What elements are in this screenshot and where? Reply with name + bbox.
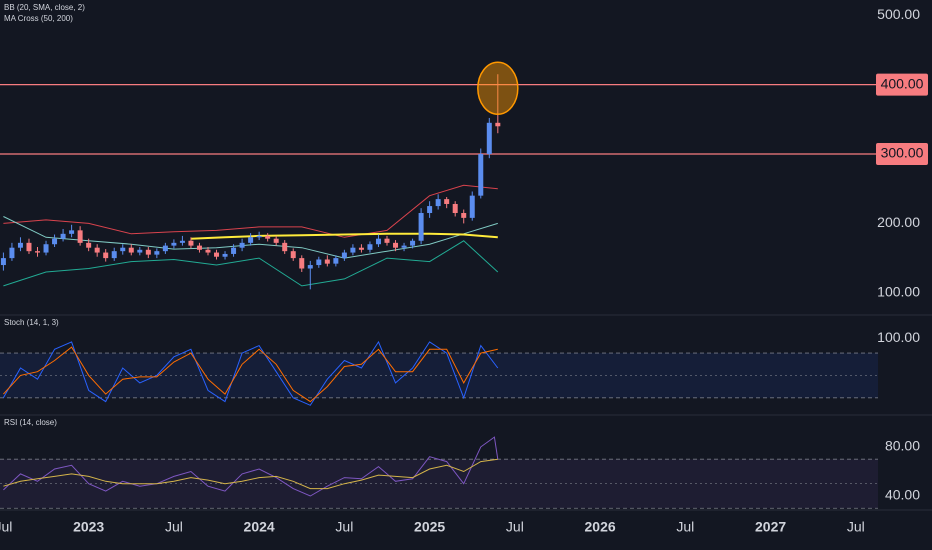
candle-body [495, 122, 501, 127]
series-line [3, 458, 498, 490]
candle-body [461, 213, 467, 218]
candle-body [196, 245, 202, 250]
y-tick-label: 40.00 [885, 487, 920, 503]
candle-body [17, 242, 23, 248]
candle-body [239, 242, 245, 248]
candle-body [427, 206, 433, 214]
candle-body [384, 238, 390, 243]
series-line [190, 232, 498, 240]
candle-body [307, 265, 313, 269]
level-label: 400.00 [881, 75, 924, 91]
level-tag [876, 143, 928, 166]
candle-body [478, 154, 484, 196]
y-tick-label: 100.00 [877, 284, 920, 300]
candle-body [214, 252, 220, 257]
highlight-circle [477, 61, 519, 115]
y-tick-label: 200.00 [877, 214, 920, 230]
candle-body [324, 259, 330, 264]
level-tag [876, 73, 928, 96]
candle-body [222, 253, 228, 257]
x-tick-label: Jul [676, 519, 694, 535]
candle-body [111, 251, 117, 259]
candle-body [333, 258, 339, 264]
candle-body [171, 242, 177, 246]
candle-body [43, 244, 49, 253]
candle-body [86, 242, 92, 248]
x-tick-label: 2024 [244, 519, 275, 535]
candle-body [469, 195, 475, 218]
series-line [3, 436, 499, 497]
candle-body [435, 199, 441, 207]
pane-label: RSI (14, close) [4, 418, 57, 427]
candle-body [367, 244, 373, 250]
candle-body [9, 247, 15, 259]
candle-body [358, 247, 364, 250]
x-tick-label: Jul [0, 519, 12, 535]
candle-body [273, 238, 279, 243]
candle-body [418, 213, 424, 241]
candle-body [248, 237, 254, 243]
pane-label: MA Cross (50, 200) [4, 14, 73, 23]
candle-body [444, 199, 450, 204]
candle-body [341, 252, 347, 259]
x-tick-label: 2027 [755, 519, 786, 535]
candle-body [316, 259, 322, 266]
candle-body [60, 233, 66, 239]
x-tick-label: Jul [335, 519, 353, 535]
candle-body [290, 251, 296, 259]
candle-body [350, 247, 356, 253]
x-tick-label: 2023 [73, 519, 104, 535]
candle-body [375, 238, 381, 245]
series-line [3, 346, 498, 403]
series-line [2, 340, 499, 406]
candle-body [265, 235, 271, 239]
x-tick-label: Jul [847, 519, 865, 535]
candle-body [410, 240, 416, 246]
level-label: 300.00 [881, 145, 924, 161]
candle-body [393, 242, 399, 248]
pane-label: BB (20, SMA, close, 2) [4, 3, 85, 12]
candle-body [137, 249, 143, 253]
candle-body [0, 258, 6, 266]
candle-body [282, 242, 288, 252]
x-tick-label: Jul [165, 519, 183, 535]
candle-body [128, 247, 134, 253]
x-tick-label: 2026 [585, 519, 616, 535]
candle-body [145, 249, 151, 255]
x-tick-label: Jul [506, 519, 524, 535]
x-tick-label: 2025 [414, 519, 445, 535]
candle-body [299, 258, 305, 269]
candle-body [35, 251, 41, 253]
y-tick-label: 80.00 [885, 438, 920, 454]
candle-body [452, 203, 458, 214]
candle-body [69, 230, 75, 234]
candle-body [188, 240, 194, 246]
candle-body [77, 230, 83, 243]
candle-body [94, 247, 100, 253]
candle-body [154, 251, 160, 255]
y-tick-label: 500.00 [877, 6, 920, 22]
candle-body [486, 122, 492, 155]
candle-body [26, 242, 32, 252]
candle-body [120, 247, 126, 252]
series-line [3, 184, 498, 238]
candle-body [52, 238, 58, 245]
candle-body [401, 245, 407, 248]
candle-body [231, 247, 237, 254]
candle-body [205, 249, 211, 253]
pane-label: Stoch (14, 1, 3) [4, 318, 59, 327]
candle-body [256, 235, 262, 238]
candle-body [162, 245, 168, 252]
y-tick-label: 100.00 [877, 329, 920, 345]
candle-body [103, 252, 109, 259]
series-line [3, 240, 499, 287]
candle-body [179, 240, 185, 243]
